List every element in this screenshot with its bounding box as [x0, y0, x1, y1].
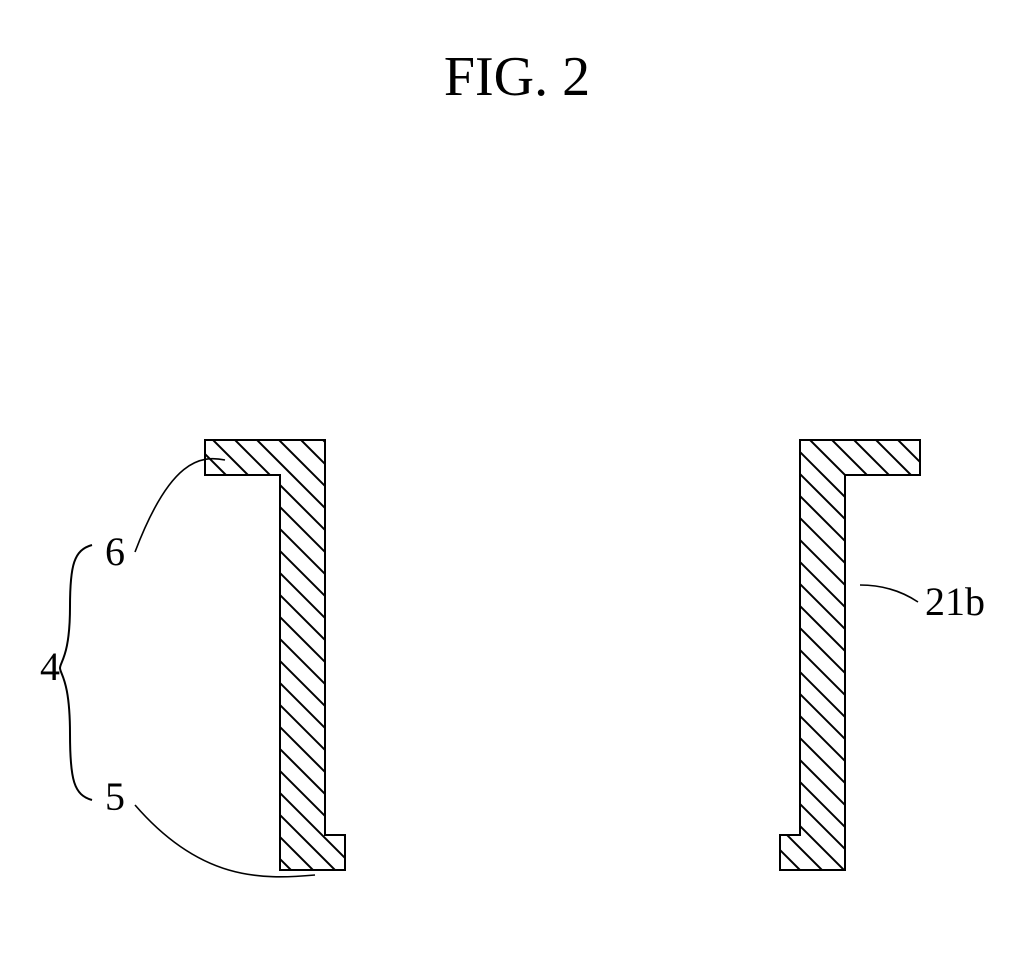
label-5: 5 — [105, 774, 125, 819]
leader-21b — [860, 585, 918, 602]
figure-title: FIG. 2 — [444, 46, 590, 108]
brace-4 — [60, 545, 92, 800]
right-bracket-outline — [780, 440, 920, 870]
label-4: 4 — [40, 644, 60, 689]
left-bracket-hatch — [155, 228, 395, 980]
label-21b: 21b — [925, 579, 985, 624]
left-bracket-outline — [205, 440, 345, 870]
label-6: 6 — [105, 529, 125, 574]
